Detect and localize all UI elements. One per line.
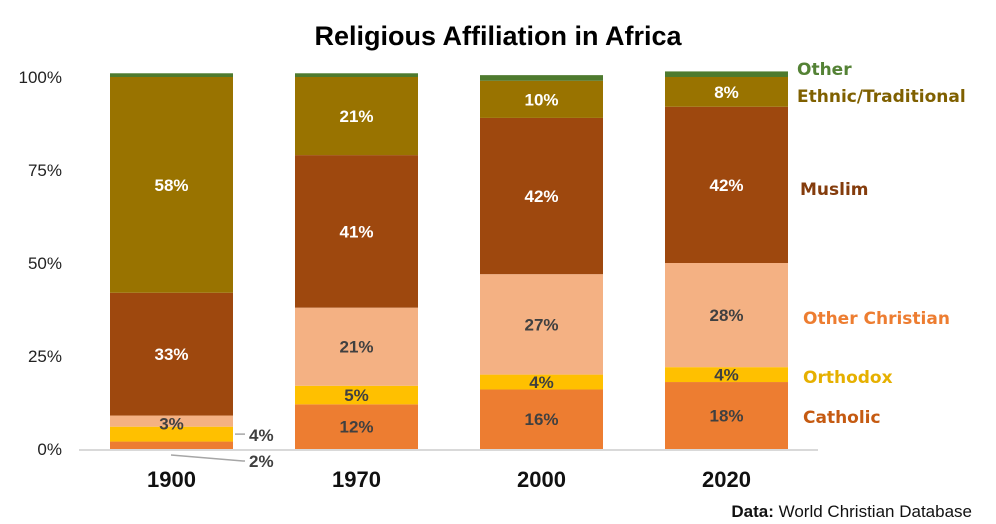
bar-segment-muslim-2000 [480,117,603,275]
bar-segment-other-christian-1900 [110,415,233,427]
bar-segment-ethnic-traditional-1900 [110,77,233,293]
source-text: World Christian Database [778,502,972,521]
source-prefix: Data: [731,502,774,521]
x-tick-label: 1970 [332,467,381,492]
bar-segment-other-1970 [295,73,418,77]
data-label: 12% [339,418,373,437]
data-label: 28% [709,306,743,325]
bar-segment-muslim-1970 [295,155,418,308]
bar-segment-orthodox-1900 [110,426,233,442]
data-label: 41% [339,222,373,241]
data-label: 16% [524,410,558,429]
y-tick-label: 0% [37,440,62,459]
bar-segment-catholic-2000 [480,389,603,449]
legend-item-ethnic-traditional: Ethnic/Traditional [797,87,966,107]
data-label: 21% [339,338,373,357]
bar-segment-orthodox-2020 [665,367,788,383]
y-tick-label: 100% [19,68,62,87]
data-label: 42% [709,176,743,195]
bars: 2% 4% 3% 33% 58% 12% 5% 21% 41% 21% 16% 4% 27% 42% 10%… [110,71,788,471]
data-label: 8% [714,83,739,102]
x-tick-label: 1900 [147,467,196,492]
bar-stack-2000: 16% 4% 27% 42% 10% [480,75,603,449]
chart-title: Religious Affiliation in Africa [314,21,682,51]
legend-item-orthodox: Orthodox [803,368,893,388]
bar-segment-other-1900 [110,73,233,77]
leader-line [170,454,245,462]
bar-segment-ethnic-traditional-2000 [480,80,603,118]
y-axis: 0% 25% 50% 75% 100% [19,68,62,459]
data-label: 4% [249,426,274,445]
source-note: Data: World Christian Database [731,502,972,522]
bar-segment-ethnic-traditional-2020 [665,77,788,107]
x-tick-label: 2000 [517,467,566,492]
x-axis: 1900 1970 2000 2020 [147,467,751,492]
bar-segment-muslim-1900 [110,292,233,416]
legend-item-other-christian: Other Christian [803,309,950,329]
bar-segment-orthodox-2000 [480,374,603,390]
data-label: 21% [339,107,373,126]
x-tick-label: 2020 [702,467,751,492]
bar-segment-orthodox-1970 [295,385,418,405]
bar-segment-muslim-2020 [665,106,788,263]
data-label: 2% [249,452,274,471]
bar-segment-other-christian-1970 [295,307,418,386]
bar-stack-2020: 18% 4% 28% 42% 8% [665,71,788,449]
bar-segment-other-christian-2000 [480,274,603,375]
bar-segment-ethnic-traditional-1970 [295,77,418,156]
y-tick-label: 25% [28,347,62,366]
bar-segment-catholic-1900 [110,441,233,449]
y-tick-label: 50% [28,254,62,273]
data-label: 18% [709,407,743,426]
data-label: 27% [524,315,558,334]
bar-segment-other-2000 [480,75,603,81]
data-label: 58% [154,176,188,195]
data-label: 4% [714,366,739,385]
y-tick-label: 75% [28,161,62,180]
data-label: 10% [524,90,558,109]
legend: Catholic Orthodox Other Christian Muslim Eth… [797,60,966,428]
legend-item-other: Other [797,60,852,80]
data-label: 33% [154,345,188,364]
legend-item-catholic: Catholic [803,408,881,428]
data-label: 4% [529,373,554,392]
data-label: 5% [344,386,369,405]
bar-stack-1970: 12% 5% 21% 41% 21% [295,73,418,449]
data-label: 42% [524,187,558,206]
bar-stack-1900: 2% 4% 3% 33% 58% [110,73,274,471]
bar-segment-catholic-2020 [665,382,788,449]
legend-item-muslim: Muslim [800,180,869,200]
bar-segment-catholic-1970 [295,404,418,449]
data-label: 3% [159,415,184,434]
bar-segment-other-christian-2020 [665,263,788,368]
bar-segment-other-2020 [665,71,788,77]
